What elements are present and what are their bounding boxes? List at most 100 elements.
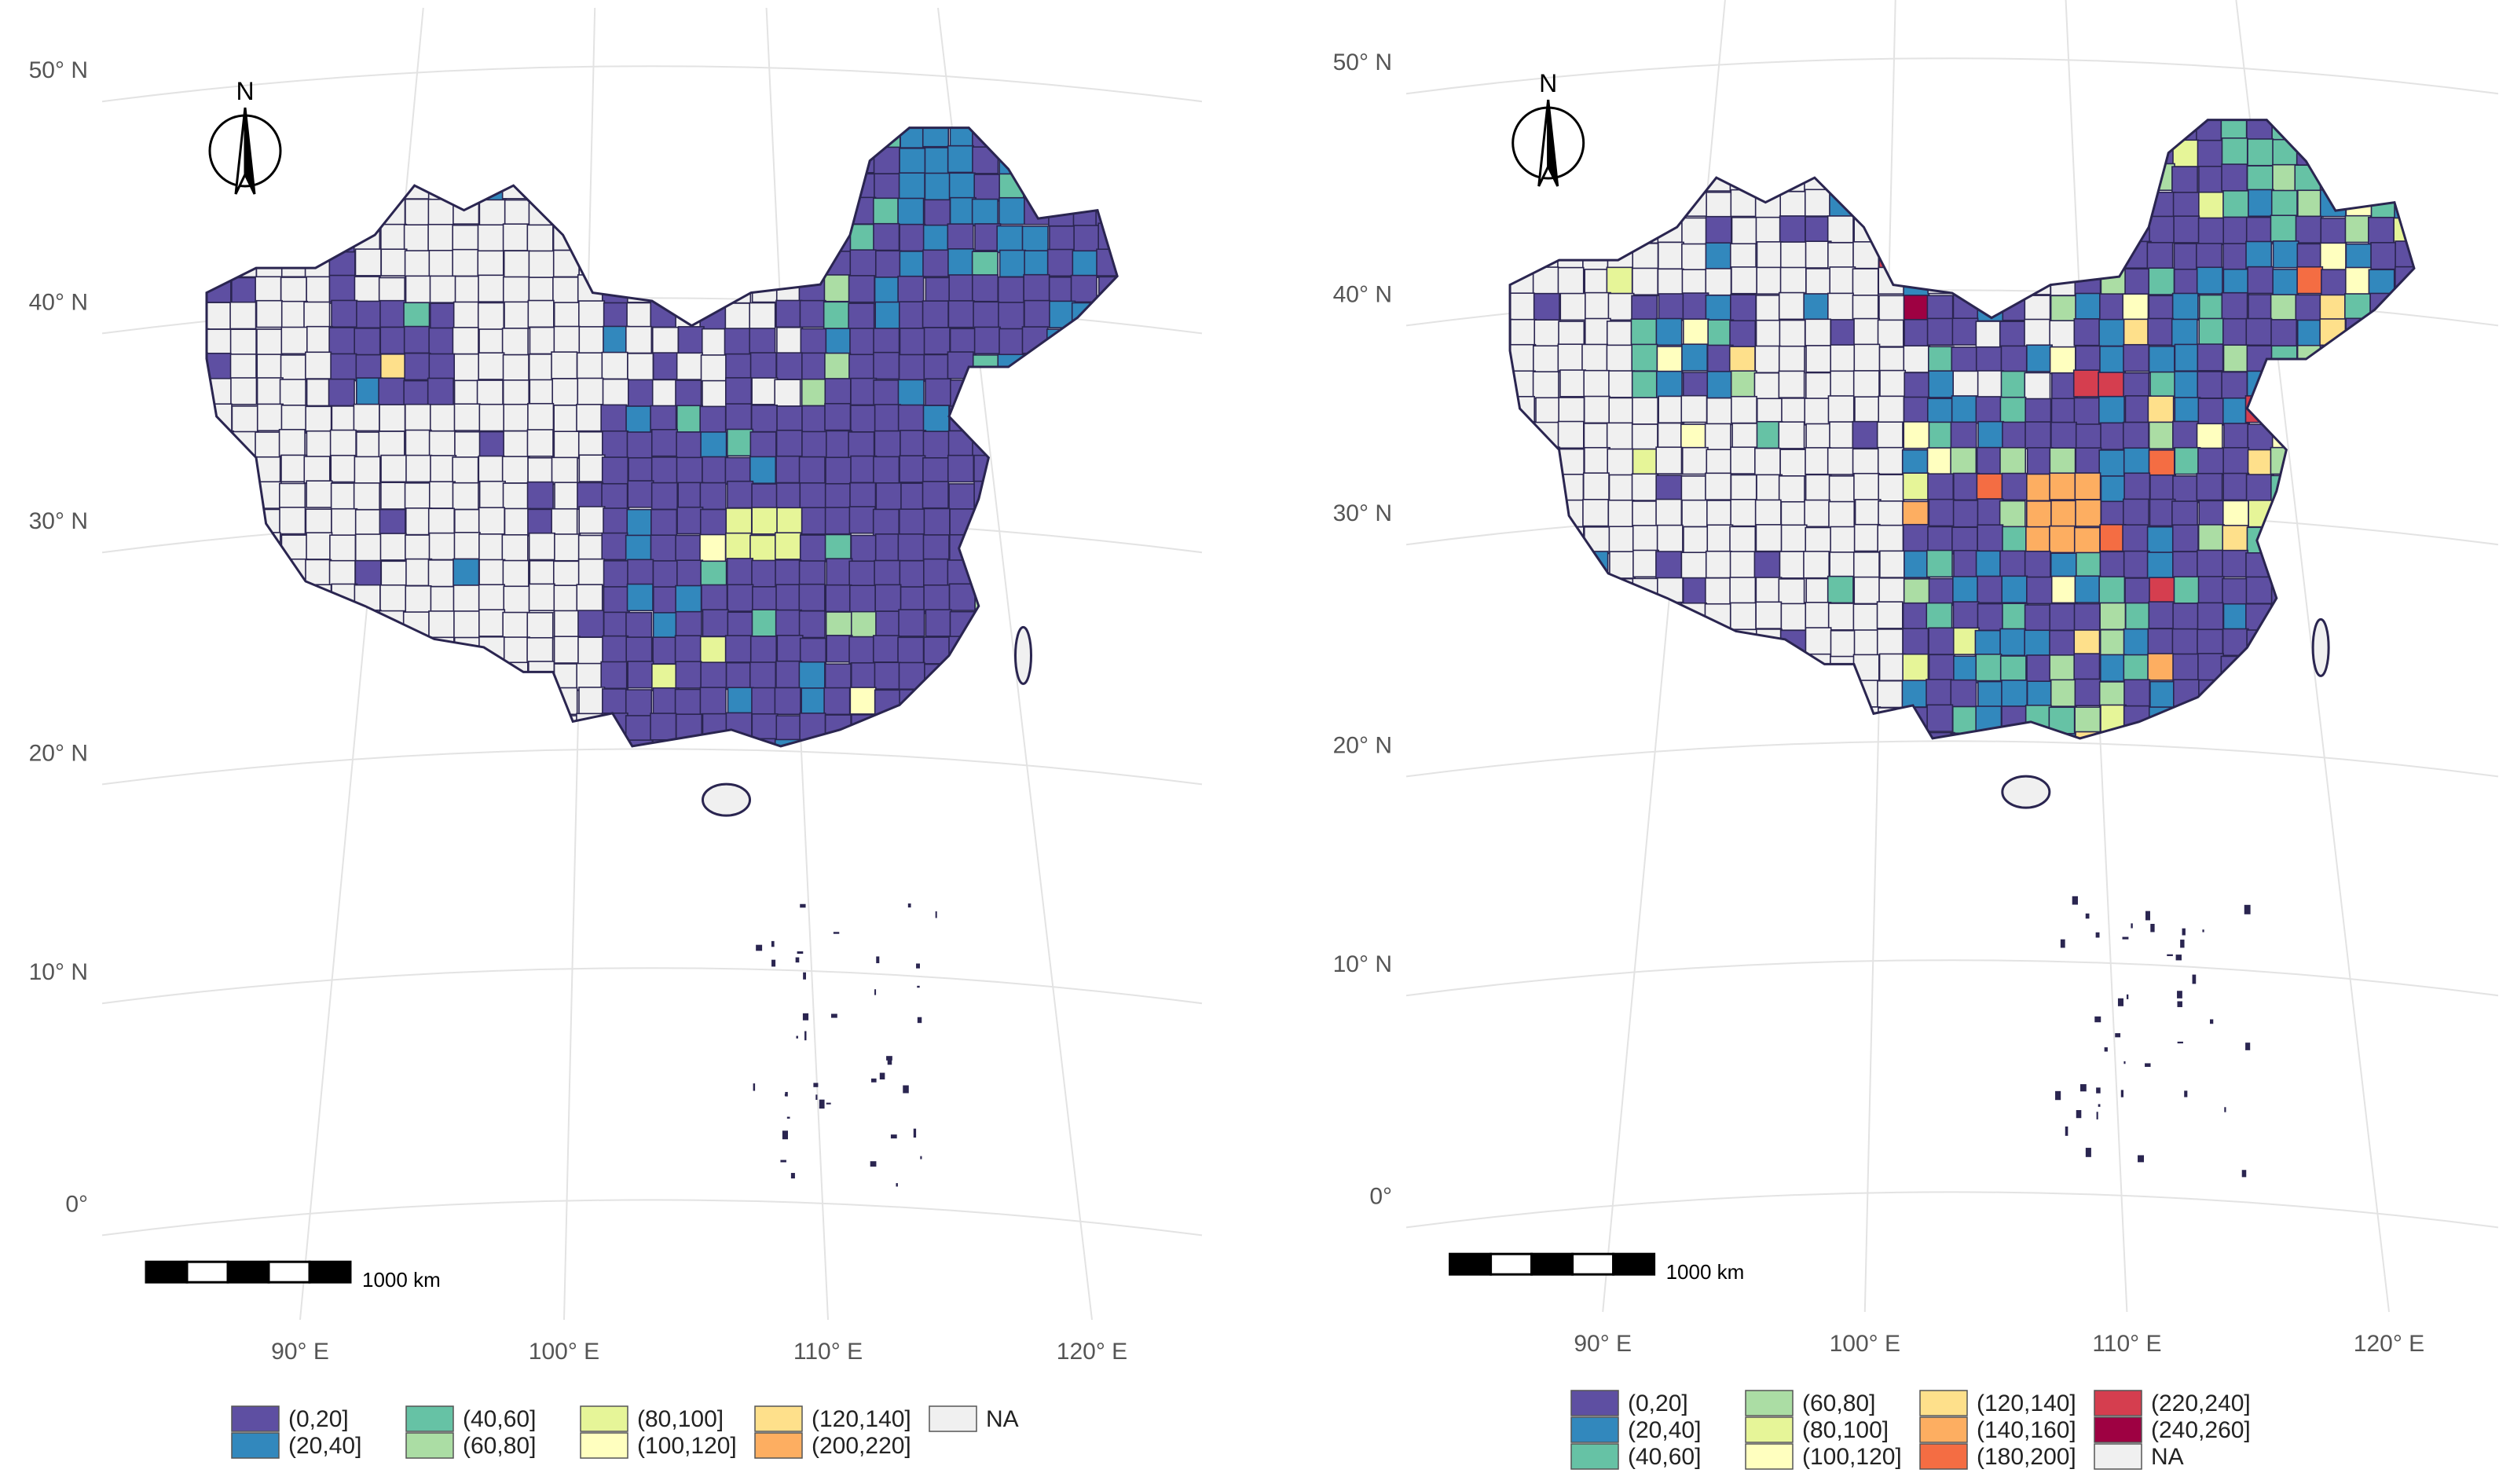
- prefecture: [2199, 861, 2224, 888]
- prefecture: [281, 868, 307, 895]
- prefecture: [2049, 654, 2076, 683]
- prefecture: [2146, 551, 2174, 580]
- prefecture: [455, 869, 481, 896]
- prefecture: [2149, 119, 2176, 140]
- prefecture: [429, 404, 457, 432]
- prefecture: [2148, 90, 2173, 116]
- prefecture: [1731, 217, 1758, 245]
- prefecture: [701, 97, 727, 123]
- prefecture: [973, 326, 1001, 354]
- prefecture: [2075, 140, 2102, 168]
- legend-label: (20,40]: [1628, 1417, 1701, 1443]
- prefecture: [1976, 215, 2003, 244]
- scale-bar-label: 1000 km: [1666, 1260, 1745, 1284]
- prefecture: [1999, 628, 2027, 657]
- prefecture: [1658, 628, 1685, 657]
- prefecture: [1609, 551, 1636, 579]
- prefecture: [454, 764, 480, 791]
- prefecture: [256, 609, 284, 637]
- prefecture: [625, 689, 653, 717]
- prefecture: [2002, 526, 2029, 554]
- prefecture: [1706, 524, 1734, 552]
- prefecture: [1732, 784, 1757, 811]
- prefecture: [207, 197, 208, 226]
- prefecture: [232, 480, 259, 508]
- prefecture: [453, 196, 480, 225]
- prefecture: [2172, 603, 2200, 631]
- sea-island: [886, 1056, 892, 1061]
- prefecture: [702, 71, 728, 97]
- prefecture: [2318, 551, 2346, 579]
- prefecture: [526, 612, 554, 640]
- sea-island: [890, 1134, 897, 1139]
- prefecture: [504, 199, 531, 228]
- prefecture: [554, 533, 581, 562]
- prefecture: [1607, 859, 1632, 886]
- prefecture: [2173, 243, 2200, 271]
- prefecture: [874, 301, 902, 330]
- legend: (0,20](20,40](40,60](60,80](80,100](100,…: [1570, 1390, 2251, 1470]
- prefecture: [802, 95, 828, 122]
- prefecture: [2369, 346, 2396, 375]
- prefecture: [2196, 266, 2223, 295]
- prefecture: [1607, 448, 1634, 477]
- prefecture: [999, 506, 1027, 534]
- prefecture: [332, 767, 357, 793]
- legend-label: (20,40]: [288, 1433, 361, 1459]
- prefecture: [1607, 499, 1635, 528]
- prefecture: [677, 224, 705, 253]
- sea-island: [870, 1078, 877, 1083]
- prefecture: [2123, 88, 2148, 115]
- prefecture: [1510, 421, 1537, 449]
- prefecture: [378, 663, 405, 692]
- prefecture: [2122, 524, 2149, 552]
- prefecture: [1024, 250, 1051, 278]
- legend-swatch: [754, 1432, 803, 1459]
- prefecture: [505, 870, 531, 897]
- prefecture: [254, 713, 282, 742]
- prefecture: [2223, 423, 2250, 451]
- prefecture: [1632, 63, 1657, 90]
- prefecture: [2123, 139, 2151, 168]
- prefecture: [676, 431, 703, 460]
- legend-label: (0,20]: [288, 1406, 349, 1432]
- prefecture: [775, 127, 802, 151]
- prefecture: [1046, 377, 1073, 405]
- prefecture: [2319, 344, 2347, 372]
- prefecture: [1462, 141, 1487, 167]
- prefecture: [2123, 679, 2151, 707]
- prefecture: [1805, 526, 1832, 555]
- prefecture: [749, 636, 777, 664]
- sea-island: [2177, 1041, 2183, 1044]
- latitude-label: 50° N: [29, 57, 88, 83]
- sea-island: [2122, 936, 2129, 940]
- prefecture: [2246, 834, 2271, 861]
- prefecture: [1779, 449, 1807, 477]
- prefecture: [477, 250, 504, 278]
- prefecture: [826, 792, 852, 819]
- north-label: N: [1539, 69, 1557, 97]
- prefecture: [923, 842, 949, 869]
- prefecture: [2026, 576, 2053, 605]
- prefecture: [1658, 730, 1684, 738]
- prefecture: [156, 225, 182, 252]
- prefecture: [1559, 369, 1586, 398]
- legend-item: (80,100]: [580, 1405, 724, 1432]
- prefecture: [1510, 628, 1536, 656]
- prefecture: [700, 740, 727, 746]
- prefecture: [2123, 811, 2148, 837]
- prefecture: [2344, 706, 2372, 735]
- prefecture: [2322, 810, 2347, 837]
- prefecture: [2122, 421, 2149, 450]
- latitude-label: 10° N: [1333, 951, 1392, 977]
- prefecture: [1536, 808, 1561, 835]
- prefecture: [2197, 576, 2225, 604]
- scale-bar-segment: [145, 1260, 189, 1284]
- prefecture: [1730, 89, 1755, 115]
- prefecture: [1122, 739, 1148, 766]
- prefecture: [2098, 395, 2125, 424]
- prefecture: [1121, 251, 1147, 278]
- prefecture: [354, 127, 382, 149]
- prefecture: [1999, 321, 2026, 349]
- prefecture: [2221, 371, 2248, 400]
